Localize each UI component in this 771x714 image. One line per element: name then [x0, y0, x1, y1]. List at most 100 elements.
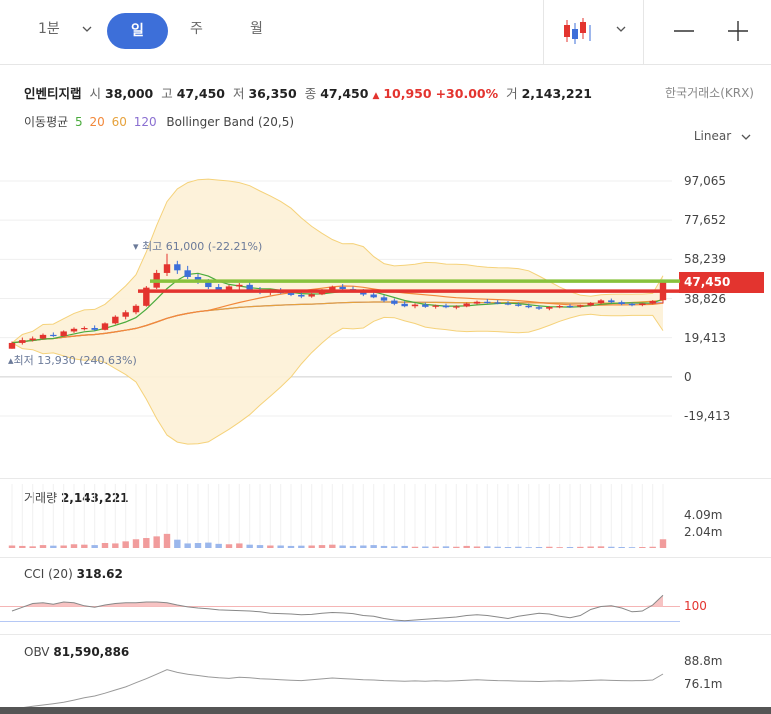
- volume-grid: [321, 484, 323, 548]
- candle-body: [515, 304, 522, 306]
- obv-pane-value: 81,590,886: [53, 645, 130, 659]
- y-tick: 0: [684, 370, 692, 384]
- candle-body: [556, 306, 563, 308]
- volume-bar: [153, 536, 160, 548]
- obv-pane-label: OBV 81,590,886: [24, 645, 129, 659]
- candle-body: [380, 297, 388, 301]
- volume-grid: [300, 484, 302, 548]
- bollinger-upper: [11, 178, 664, 344]
- candle-body: [546, 307, 553, 309]
- volume-grid: [652, 484, 654, 548]
- zoom-in-button[interactable]: [726, 19, 750, 43]
- volume-bar: [535, 547, 543, 548]
- volume-grid: [517, 484, 519, 548]
- volume-bar: [143, 538, 150, 548]
- candle-body: [60, 331, 67, 337]
- volume-grid: [579, 484, 581, 548]
- pane-divider: [0, 478, 771, 479]
- volume-bar: [60, 545, 67, 548]
- volume-bar: [163, 533, 171, 548]
- candle-body: [422, 304, 429, 307]
- volume-grid: [125, 484, 127, 548]
- candle-body: [525, 305, 532, 308]
- volume-grid: [145, 484, 147, 548]
- volume-bar: [112, 543, 119, 548]
- volume-bar: [101, 543, 109, 548]
- volume-grid: [187, 484, 189, 548]
- volume-bar: [411, 546, 419, 548]
- volume-bar: [391, 546, 398, 548]
- tab-week[interactable]: 주: [190, 21, 203, 37]
- volume-grid: [83, 484, 85, 548]
- divider: [543, 0, 544, 64]
- volume-bar: [298, 545, 305, 548]
- candle-body: [39, 334, 47, 339]
- volume-grid: [352, 484, 354, 548]
- volume-bar: [494, 546, 501, 548]
- volume-grid: [528, 484, 530, 548]
- interval-label: 1분: [38, 21, 60, 37]
- volume-grid: [259, 484, 261, 548]
- volume-grid: [362, 484, 364, 548]
- change-percent: +30.00%: [435, 86, 499, 101]
- chart-type-button[interactable]: [560, 17, 636, 47]
- cci-pane-title: CCI (20): [24, 567, 73, 581]
- candle-body: [618, 302, 625, 304]
- candle-body: [132, 305, 140, 313]
- candle-body: [577, 305, 584, 307]
- change-arrow: ▲: [372, 91, 380, 101]
- volume-grid: [290, 484, 292, 548]
- volume-bar: [349, 545, 357, 548]
- open-label: 시: [89, 86, 102, 101]
- volume-tick: 2.04m: [684, 525, 723, 539]
- volume-bar: [122, 541, 129, 548]
- volume-bar: [556, 547, 563, 548]
- candle-body: [122, 312, 129, 317]
- chart-toolbar: 1분 일 주 월: [0, 0, 771, 65]
- volume-bar: [29, 546, 36, 548]
- volume-bar: [184, 543, 191, 548]
- volume-grid: [662, 484, 664, 548]
- candle-body: [442, 305, 450, 308]
- current-price-badge: 47,450: [679, 272, 764, 293]
- tab-day[interactable]: 일: [107, 13, 168, 49]
- zoom-out-button[interactable]: [672, 19, 696, 43]
- candle-body: [81, 328, 88, 330]
- volume-grid: [311, 484, 313, 548]
- chevron-down-icon: [82, 26, 92, 32]
- volume-bar: [649, 546, 656, 548]
- volume-bar: [484, 546, 491, 548]
- volume-bar: [225, 544, 233, 548]
- candle-body: [504, 303, 512, 305]
- volume-bar: [360, 545, 367, 548]
- volume-bar: [267, 545, 274, 548]
- volume-grid: [104, 484, 106, 548]
- scale-select[interactable]: Linear: [694, 129, 751, 143]
- indicator-legend[interactable]: 이동평균 5 20 60 120 Bollinger Band (20,5): [24, 113, 294, 130]
- max-price-label: ▾ 최고 61,000 (-22.21%): [133, 240, 262, 253]
- candle-body: [649, 300, 656, 304]
- volume-bar: [504, 547, 512, 548]
- candle-body: [8, 342, 16, 349]
- volume-grid: [466, 484, 468, 548]
- volume-bar: [194, 543, 202, 548]
- volume-grid: [600, 484, 602, 548]
- candle-body: [473, 301, 481, 304]
- volume-label: 거: [506, 86, 518, 101]
- candle-body: [236, 284, 243, 287]
- y-tick: 97,065: [684, 174, 726, 188]
- interval-select[interactable]: 1분: [38, 18, 92, 38]
- candle-body: [411, 304, 419, 307]
- volume-grid: [621, 484, 623, 548]
- volume-bar: [339, 545, 346, 548]
- candle-body: [484, 301, 491, 303]
- volume-bar: [256, 545, 264, 548]
- volume-bar: [525, 547, 532, 548]
- volume-grid: [94, 484, 96, 548]
- obv-tick: 88.8m: [684, 654, 723, 668]
- candle-body: [225, 286, 233, 290]
- candle-body: [215, 287, 222, 290]
- price-chart[interactable]: ▾ 최고 61,000 (-22.21%) ▴최저 13,930 (240.63%…: [0, 0, 680, 707]
- ma-20: 20: [89, 115, 105, 129]
- tab-month[interactable]: 월: [250, 21, 263, 37]
